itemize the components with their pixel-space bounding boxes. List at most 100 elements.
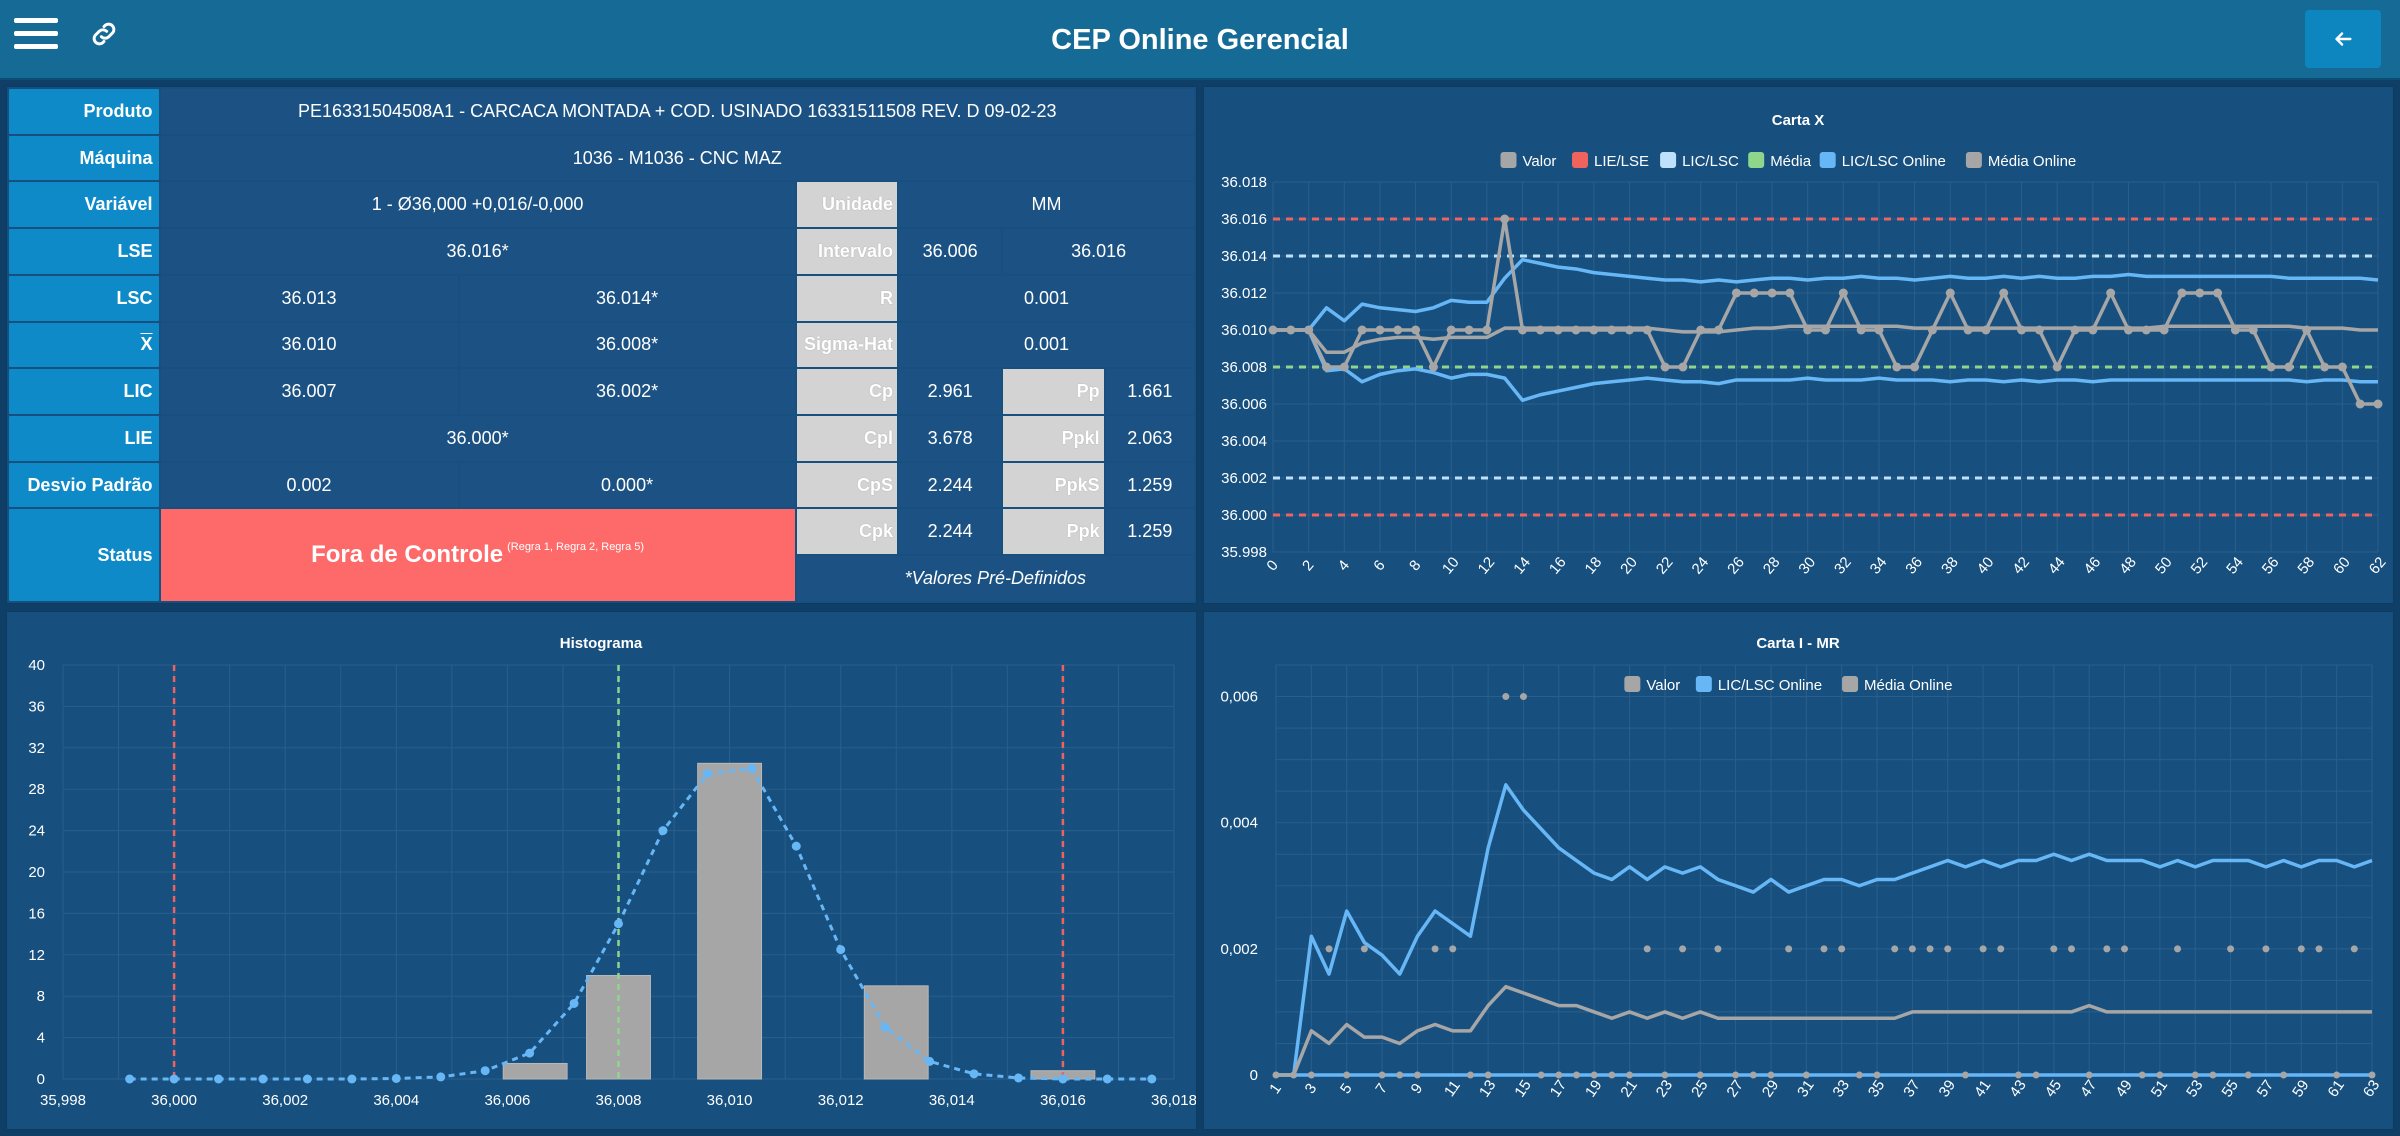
x-tick-label: 31 — [1794, 1077, 1817, 1100]
x-tick-label: 53 — [2183, 1077, 2206, 1100]
valor-point — [1378, 1071, 1386, 1079]
x-tick-label: 37 — [1900, 1077, 1923, 1100]
xbar-label: X — [9, 322, 159, 368]
x-tick-label: 57 — [2254, 1077, 2277, 1100]
y-tick-label: 0 — [37, 1071, 45, 1088]
cpk-label: Cpk — [796, 509, 897, 555]
valor-point — [1502, 693, 1510, 701]
valor-point — [1767, 1071, 1775, 1079]
intervalo-min: 36.006 — [898, 229, 1002, 274]
lsc-label: LSC — [9, 275, 159, 321]
carta-x-panel: Carta X Valor LIE/LSE LIC/LSC Média LIC/LSC O… — [1203, 86, 2394, 604]
valor-point — [2177, 288, 2187, 298]
back-button[interactable] — [2305, 10, 2381, 68]
x-tick-label: 2 — [1299, 557, 1317, 574]
valor-point — [2070, 325, 2080, 335]
lsc-online-series — [1276, 783, 2373, 1077]
valor-point — [1286, 325, 1296, 335]
lsc-online: 36.013 — [160, 275, 458, 321]
valor-point — [2368, 1071, 2376, 1079]
y-tick-label: 32 — [28, 740, 45, 757]
valor-point — [1874, 325, 1884, 335]
valor-point — [2350, 945, 2358, 953]
valor-point — [2085, 1071, 2093, 1079]
valor-point — [1997, 945, 2005, 953]
curve-point — [258, 1074, 268, 1084]
x-tick-label: 45 — [2042, 1077, 2065, 1100]
legend-swatch — [1500, 152, 1517, 168]
valor-point — [1678, 362, 1688, 372]
curve-point — [525, 1048, 535, 1058]
x-tick-label: 59 — [2289, 1077, 2312, 1100]
x-tick-label: 35 — [1865, 1077, 1888, 1100]
valor-point — [2297, 945, 2305, 953]
valor-point — [1749, 288, 1759, 298]
lie-label: LIE — [9, 416, 159, 461]
predefined-note: *Valores Pré-Definidos — [796, 556, 1194, 601]
ppks-label: PpkS — [1003, 462, 1104, 508]
unidade-label: Unidade — [796, 182, 897, 228]
y-tick-label: 20 — [28, 864, 45, 881]
valor-point — [2014, 1071, 2022, 1079]
curve-point — [614, 919, 623, 929]
valor-point — [1431, 945, 1439, 953]
arrow-left-icon — [2335, 32, 2352, 46]
valor-point — [2244, 1071, 2252, 1079]
x-tick-label: 30 — [1795, 554, 1819, 578]
legend-swatch — [1748, 152, 1765, 168]
carta-i-mr-panel: Carta I - MR Valor LIC/LSC Online Média Onl… — [1203, 611, 2394, 1130]
x-tick-label: 42 — [2009, 554, 2033, 578]
ppks-value: 1.259 — [1105, 462, 1194, 508]
app-header: CEP Online Gerencial — [0, 0, 2400, 80]
hamburger-menu-icon[interactable] — [14, 18, 58, 52]
y-tick-label: 36.016 — [1221, 211, 1267, 228]
x-tick-label: 36,006 — [484, 1092, 530, 1109]
y-tick-label: 36.018 — [1221, 174, 1267, 191]
x-tick-label: 14 — [1510, 554, 1534, 578]
valor-point — [2227, 945, 2235, 953]
legend-label: Média — [1770, 153, 1812, 170]
valor-point — [1500, 214, 1510, 224]
valor-point — [2337, 362, 2347, 372]
valor-point — [1945, 288, 1955, 298]
chart-title: Histograma — [560, 635, 643, 652]
valor-point — [2320, 362, 2330, 372]
curve-point — [391, 1073, 401, 1083]
valor-point — [1679, 945, 1687, 953]
x-tick-label: 9 — [1408, 1080, 1427, 1097]
valor-point — [1571, 325, 1581, 335]
valor-point — [1589, 325, 1599, 335]
curve-point — [480, 1066, 490, 1076]
curve-point — [658, 826, 668, 836]
valor-point — [2230, 325, 2240, 335]
valor-point — [1660, 362, 1670, 372]
legend-label: Valor — [1646, 677, 1680, 694]
valor-point — [1963, 325, 1973, 335]
valor-point — [1642, 325, 1652, 335]
valor-point — [2209, 1071, 2217, 1079]
y-tick-label: 0 — [1250, 1067, 1258, 1084]
valor-point — [1910, 362, 1920, 372]
y-tick-label: 36.000 — [1221, 507, 1267, 524]
x-tick-label: 28 — [1760, 554, 1784, 578]
valor-point — [1714, 325, 1724, 335]
valor-point — [1449, 945, 1457, 953]
y-tick-label: 40 — [28, 657, 45, 674]
x-tick-label: 36,014 — [929, 1092, 975, 1109]
x-tick-label: 3 — [1302, 1080, 1321, 1097]
curve-point — [169, 1074, 179, 1084]
x-tick-label: 29 — [1759, 1077, 1782, 1100]
x-tick-label: 27 — [1723, 1077, 1746, 1100]
valor-point — [2302, 325, 2312, 335]
valor-point — [1518, 325, 1528, 335]
valor-point — [2156, 1071, 2164, 1079]
x-tick-label: 51 — [2148, 1077, 2171, 1100]
valor-point — [1820, 945, 1828, 953]
link-icon[interactable] — [88, 18, 120, 50]
valor-point — [1272, 1071, 1280, 1079]
valor-point — [2266, 362, 2276, 372]
valor-point — [1339, 362, 1349, 372]
valor-point — [2195, 288, 2205, 298]
x-tick-label: 46 — [2081, 554, 2105, 578]
valor-point — [1375, 325, 1385, 335]
